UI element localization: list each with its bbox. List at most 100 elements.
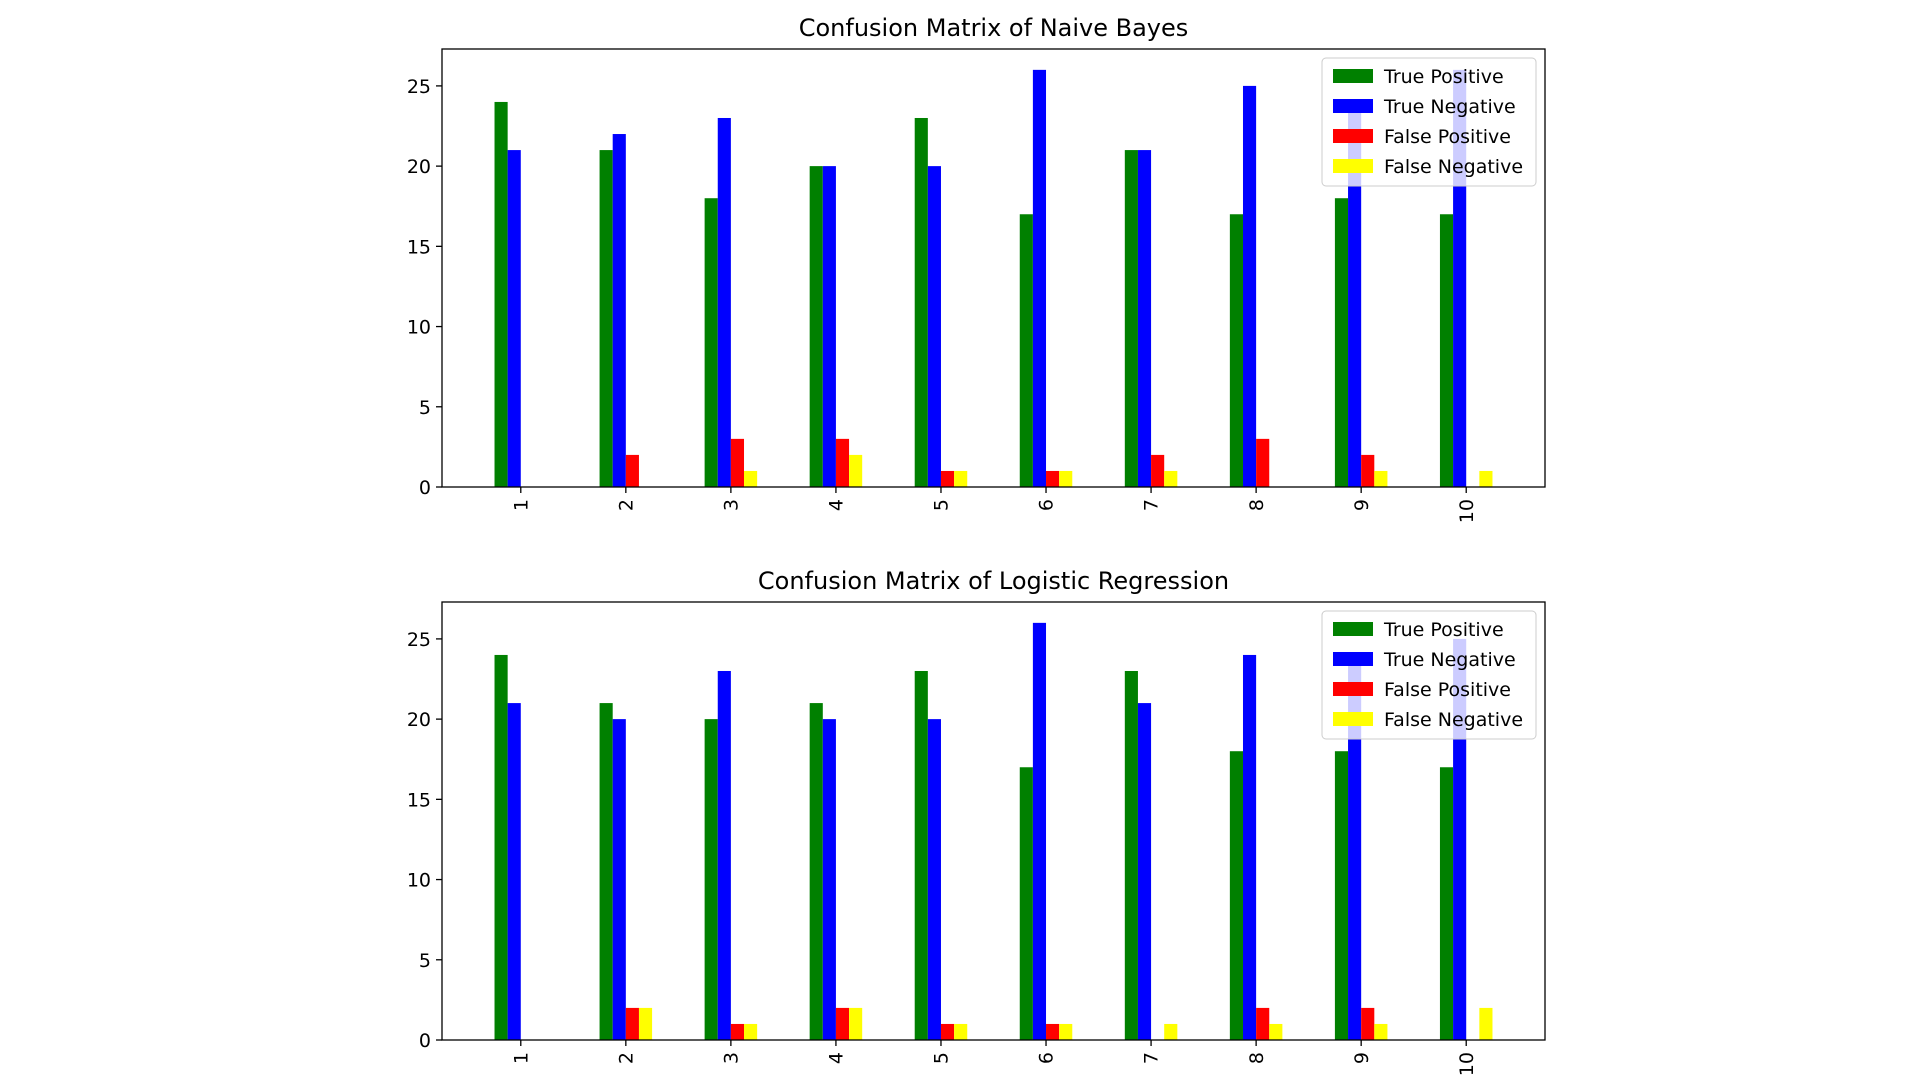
bar-true-negative-1 — [507, 150, 521, 487]
bar-true-negative-9 — [1348, 654, 1362, 1040]
legend-box — [1321, 57, 1537, 187]
chart-panel-1: Confusion Matrix of Naive Bayes051015202… — [407, 14, 1546, 523]
bar-true-positive-9 — [1334, 198, 1349, 487]
bar-true-positive-1 — [494, 654, 508, 1040]
bar-true-positive-6 — [1019, 767, 1033, 1040]
bar-false-positive-6 — [1046, 470, 1060, 487]
legend-label: True Positive — [1383, 619, 1504, 641]
legend-label: True Negative — [1383, 649, 1516, 671]
legend-label: True Positive — [1383, 66, 1504, 88]
bar-false-positive-4 — [835, 438, 850, 487]
x-tick-label: 7 — [1141, 499, 1163, 511]
bar-false-negative-10 — [1479, 1007, 1493, 1040]
x-tick-label: 10 — [1456, 1052, 1478, 1076]
bar-false-negative-4 — [849, 454, 863, 487]
y-tick-label: 25 — [407, 629, 431, 651]
bar-true-positive-3 — [704, 719, 718, 1040]
bar-true-negative-2 — [612, 134, 626, 487]
x-tick-label: 6 — [1036, 1052, 1058, 1064]
bar-true-positive-8 — [1229, 214, 1243, 487]
legend-swatch-false-negative — [1333, 159, 1373, 173]
bar-true-positive-10 — [1439, 767, 1454, 1040]
legend-label: False Negative — [1384, 709, 1523, 731]
bar-true-positive-7 — [1124, 150, 1138, 487]
x-tick-label: 9 — [1351, 1052, 1373, 1064]
y-tick-label: 0 — [419, 1030, 431, 1052]
bar-false-positive-2 — [625, 454, 639, 487]
bar-false-positive-9 — [1361, 1007, 1375, 1040]
bar-false-negative-6 — [1059, 470, 1073, 487]
bar-true-negative-2 — [612, 719, 626, 1040]
bar-false-negative-5 — [954, 470, 968, 487]
bar-true-negative-9 — [1348, 101, 1362, 487]
bar-false-positive-4 — [835, 1007, 850, 1040]
bar-true-negative-1 — [507, 703, 521, 1040]
bar-false-negative-4 — [849, 1007, 863, 1040]
y-tick-label: 0 — [419, 477, 431, 499]
y-tick-label: 5 — [419, 950, 431, 972]
x-tick-label: 2 — [615, 499, 637, 511]
bar-false-negative-9 — [1374, 1023, 1388, 1040]
bar-true-negative-3 — [717, 670, 731, 1040]
bar-false-negative-7 — [1164, 470, 1178, 487]
bar-false-negative-8 — [1269, 1023, 1283, 1040]
bar-true-negative-7 — [1137, 703, 1152, 1040]
bar-true-positive-9 — [1334, 751, 1349, 1040]
chart-title: Confusion Matrix of Logistic Regression — [758, 567, 1229, 595]
bar-true-positive-5 — [914, 117, 928, 488]
bar-true-positive-5 — [914, 670, 928, 1040]
bar-true-positive-3 — [704, 198, 718, 487]
bar-true-positive-4 — [809, 166, 823, 487]
bar-false-negative-3 — [744, 1023, 758, 1040]
y-tick-label: 25 — [407, 76, 431, 98]
bar-true-negative-4 — [822, 719, 836, 1040]
x-tick-label: 8 — [1246, 1052, 1268, 1064]
x-tick-label: 3 — [721, 1052, 743, 1064]
bar-true-negative-6 — [1032, 69, 1047, 488]
legend-label: False Negative — [1384, 156, 1523, 178]
bar-false-positive-5 — [940, 470, 955, 487]
legend-swatch-true-positive — [1333, 69, 1373, 83]
bar-false-positive-3 — [730, 438, 745, 487]
x-tick-label: 9 — [1351, 499, 1373, 511]
bar-false-positive-8 — [1256, 1007, 1270, 1040]
bar-true-negative-5 — [927, 166, 941, 487]
bar-false-negative-10 — [1479, 470, 1493, 487]
x-tick-label: 5 — [931, 1052, 953, 1064]
bar-true-positive-1 — [494, 101, 508, 487]
x-tick-label: 1 — [510, 499, 532, 511]
bar-false-negative-6 — [1059, 1023, 1073, 1040]
bar-false-positive-7 — [1151, 454, 1165, 487]
legend-swatch-true-negative — [1333, 652, 1373, 666]
bar-false-positive-5 — [940, 1023, 955, 1040]
bar-true-negative-4 — [822, 166, 836, 487]
legend-swatch-false-positive — [1333, 129, 1373, 143]
bar-false-negative-3 — [744, 470, 758, 487]
x-tick-label: 8 — [1246, 499, 1268, 511]
x-tick-label: 4 — [826, 1052, 848, 1064]
plot-frame — [441, 601, 1546, 1041]
legend-swatch-false-positive — [1333, 682, 1373, 696]
legend-label: False Positive — [1384, 126, 1511, 148]
bar-false-positive-9 — [1361, 454, 1375, 487]
y-tick-label: 20 — [407, 156, 431, 178]
bar-false-negative-7 — [1164, 1023, 1178, 1040]
chart-title: Confusion Matrix of Naive Bayes — [799, 14, 1189, 42]
bar-true-positive-4 — [809, 703, 823, 1040]
bar-true-positive-8 — [1229, 751, 1243, 1040]
bar-false-positive-2 — [625, 1007, 639, 1040]
y-tick-label: 5 — [419, 397, 431, 419]
chart-panel-2: Confusion Matrix of Logistic Regression 0… — [407, 567, 1546, 1076]
bar-true-positive-7 — [1124, 670, 1138, 1040]
legend-swatch-true-positive — [1333, 622, 1373, 636]
x-tick-label: 10 — [1456, 499, 1478, 523]
x-tick-label: 4 — [826, 499, 848, 511]
y-tick-label: 15 — [407, 789, 431, 811]
bar-true-negative-5 — [927, 719, 941, 1040]
legend-label: False Positive — [1384, 679, 1511, 701]
bar-true-negative-6 — [1032, 622, 1047, 1040]
x-tick-label: 7 — [1141, 1052, 1163, 1064]
bar-false-positive-6 — [1046, 1023, 1060, 1040]
